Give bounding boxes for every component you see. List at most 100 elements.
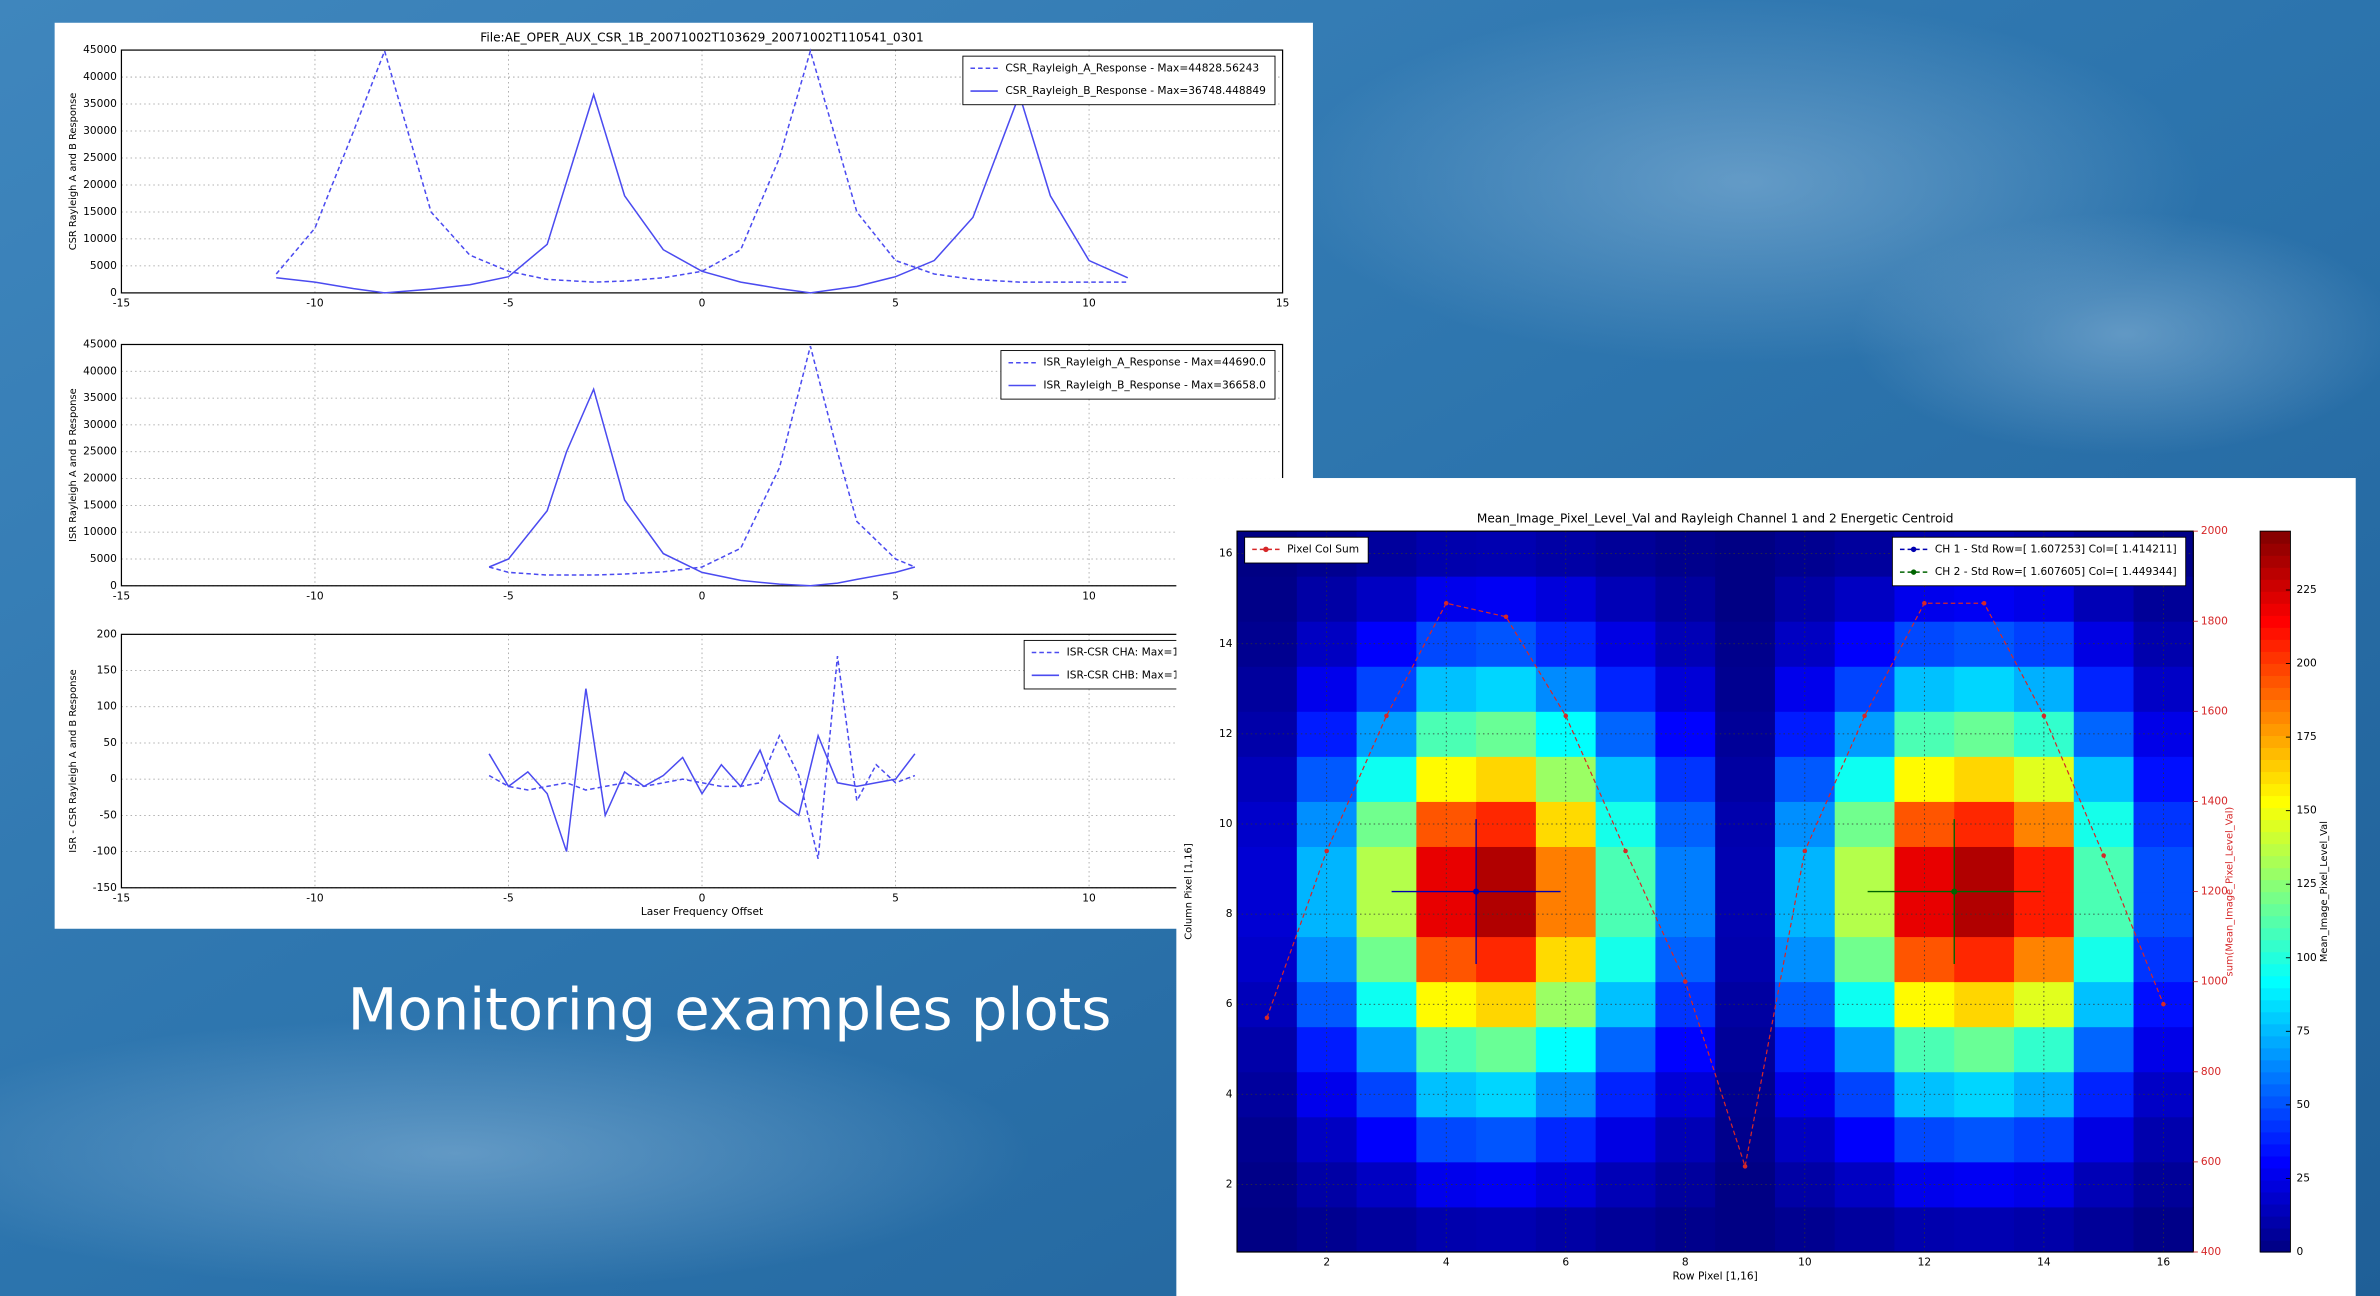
series-marker <box>2161 1002 2166 1007</box>
heatmap-cell <box>2074 1117 2134 1163</box>
heatmap-cell <box>1715 756 1775 802</box>
heatmap-cell <box>1596 937 1656 983</box>
heatmap-cell <box>1476 847 1536 893</box>
legend-label: CSR_Rayleigh_A_Response - Max=44828.5624… <box>1005 61 1259 74</box>
heatmap-cell <box>1894 1027 1954 1073</box>
colorbar-step <box>2260 591 2290 604</box>
colorbar-step <box>2260 663 2290 676</box>
y-tick-label: 2 <box>1226 1177 1233 1190</box>
colorbar-step <box>2260 964 2290 977</box>
heatmap-cell <box>1536 1207 1596 1253</box>
colorbar-step <box>2260 807 2290 820</box>
heatmap-cell <box>2074 666 2134 712</box>
x-axis-label: Laser Frequency Offset <box>641 905 763 918</box>
colorbar-step <box>2260 747 2290 760</box>
legend-marker <box>1911 547 1916 552</box>
colorbar-tick-label: 175 <box>2297 730 2317 743</box>
y-axis-label: CSR Rayleigh A and B Response <box>68 93 79 251</box>
heatmap-cell <box>2134 1207 2194 1253</box>
x-tick-label: 5 <box>892 297 899 310</box>
panel-bg <box>55 23 1313 929</box>
heatmap-cell <box>2134 756 2194 802</box>
colorbar-step <box>2260 856 2290 869</box>
heatmap-cell <box>1835 756 1895 802</box>
series-marker <box>1623 849 1628 854</box>
colorbar-step <box>2260 1228 2290 1241</box>
series-marker <box>1982 601 1987 606</box>
x-tick-label: 6 <box>1562 1256 1569 1269</box>
heatmap-cell <box>1596 801 1656 847</box>
colorbar-step <box>2260 711 2290 724</box>
heatmap-cell <box>1715 1117 1775 1163</box>
heatmap-cell <box>1835 666 1895 712</box>
heatmap-cell <box>2074 621 2134 667</box>
heatmap-cell <box>1416 982 1476 1028</box>
colorbar-step <box>2260 976 2290 989</box>
y-tick-label: 35000 <box>83 97 117 110</box>
y2-tick-label: 400 <box>2201 1245 2222 1258</box>
colorbar-tick-label: 150 <box>2297 804 2318 817</box>
heatmap-cell <box>1596 756 1656 802</box>
heatmap-cell <box>2074 711 2134 757</box>
heatmap-cell <box>2074 1072 2134 1118</box>
y-tick-label: 25000 <box>83 445 117 458</box>
x-tick-label: 10 <box>1082 891 1096 904</box>
colorbar-label: Mean_Image_Pixel_Level_Val <box>2319 821 2330 962</box>
heatmap-cell <box>1715 937 1775 983</box>
heatmap-cell <box>1357 666 1417 712</box>
heatmap-cell <box>1357 1207 1417 1253</box>
y-tick-label: 14 <box>1219 637 1233 650</box>
heatmap-cell <box>1536 756 1596 802</box>
heatmap-cell <box>1894 756 1954 802</box>
colorbar-step <box>2260 687 2290 700</box>
heatmap-cell <box>1655 1027 1715 1073</box>
colorbar-step <box>2260 603 2290 616</box>
slide: -15-10-505101505000100001500020000250003… <box>0 0 2380 1296</box>
colorbar-step <box>2260 819 2290 832</box>
heatmap-cell <box>1954 666 2014 712</box>
series-marker <box>1504 614 1509 619</box>
y2-tick-label: 600 <box>2201 1155 2222 1168</box>
colorbar-step <box>2260 1000 2290 1013</box>
colorbar-tick-label: 25 <box>2297 1171 2311 1184</box>
x-tick-label: 2 <box>1323 1256 1330 1269</box>
y-tick-label: 30000 <box>83 124 117 137</box>
heatmap-cell <box>1596 621 1656 667</box>
chart-title: File:AE_OPER_AUX_CSR_1B_20071002T103629_… <box>480 30 924 44</box>
legend-label: CH 2 - Std Row=[ 1.607605] Col=[ 1.44934… <box>1935 565 2177 578</box>
colorbar-step <box>2260 831 2290 844</box>
y-tick-label: 150 <box>97 664 118 677</box>
colorbar-step <box>2260 844 2290 857</box>
x-tick-label: 0 <box>699 297 706 310</box>
y-tick-label: 6 <box>1226 997 1233 1010</box>
heatmap-cell <box>1655 1207 1715 1253</box>
colorbar-step <box>2260 1216 2290 1229</box>
heatmap-cell <box>1357 1027 1417 1073</box>
y2-tick-label: 1400 <box>2201 794 2228 807</box>
colorbar-step <box>2260 1072 2290 1085</box>
x-axis-label: Row Pixel [1,16] <box>1673 1269 1758 1282</box>
heatmap-cell <box>1894 1207 1954 1253</box>
heatmap-cell <box>1715 666 1775 712</box>
heatmap-cell <box>1237 756 1297 802</box>
y-tick-label: 45000 <box>83 43 117 56</box>
colorbar-step <box>2260 940 2290 953</box>
heatmap-cell <box>1476 1117 1536 1163</box>
heatmap-cell <box>2074 982 2134 1028</box>
y-tick-label: 100 <box>97 700 118 713</box>
heatmap-cell <box>1476 937 1536 983</box>
y-axis-label: Column Pixel [1,16] <box>1183 843 1194 939</box>
colorbar-step <box>2260 988 2290 1001</box>
right-panel: 246810121416246810121416Mean_Image_Pixel… <box>1176 478 2355 1296</box>
x-tick-label: -10 <box>306 589 324 602</box>
series-marker <box>2042 714 2047 719</box>
colorbar-step <box>2260 1156 2290 1169</box>
heatmap-cell <box>1596 711 1656 757</box>
texture <box>1852 212 2380 455</box>
colorbar-tick-label: 0 <box>2297 1245 2304 1258</box>
heatmap-cell <box>1596 576 1656 622</box>
x-tick-label: 0 <box>699 891 706 904</box>
heatmap-cell <box>1894 801 1954 847</box>
heatmap-cell <box>1596 1072 1656 1118</box>
heatmap-cell <box>1237 1027 1297 1073</box>
